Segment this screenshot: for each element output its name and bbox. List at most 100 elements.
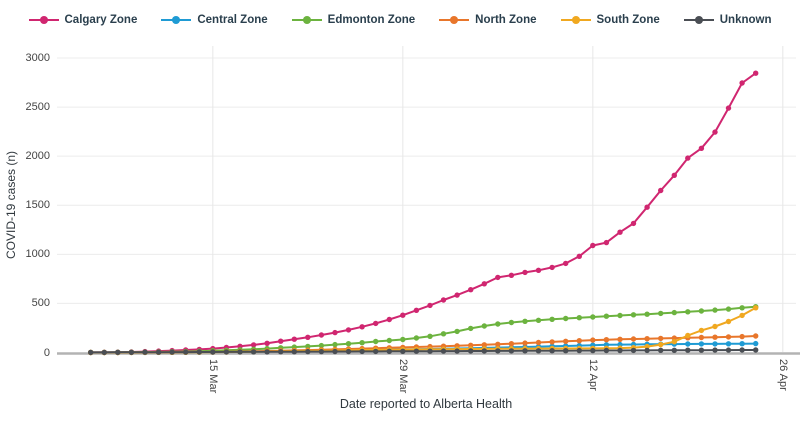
data-point-marker[interactable] — [712, 129, 718, 135]
data-point-marker[interactable] — [481, 348, 487, 354]
data-point-marker[interactable] — [712, 334, 718, 340]
data-point-marker[interactable] — [440, 331, 447, 337]
data-point-marker[interactable] — [345, 327, 352, 333]
data-point-marker[interactable] — [725, 105, 732, 111]
data-point-marker[interactable] — [142, 349, 148, 355]
data-point-marker[interactable] — [440, 348, 447, 354]
data-point-marker[interactable] — [549, 264, 555, 271]
data-point-marker[interactable] — [671, 339, 677, 345]
data-point-marker[interactable] — [373, 338, 379, 345]
data-point-marker[interactable] — [712, 323, 718, 330]
data-point-marker[interactable] — [725, 341, 732, 347]
data-point-marker[interactable] — [671, 309, 677, 316]
legend-item-north-zone[interactable]: North Zone — [439, 14, 537, 26]
data-point-marker[interactable] — [603, 347, 610, 354]
data-point-marker[interactable] — [400, 336, 406, 343]
data-point-marker[interactable] — [264, 349, 270, 355]
data-point-marker[interactable] — [685, 347, 691, 353]
data-point-marker[interactable] — [617, 336, 623, 342]
data-point-marker[interactable] — [400, 348, 406, 354]
data-point-marker[interactable] — [468, 348, 474, 354]
data-point-marker[interactable] — [712, 341, 718, 347]
data-point-marker[interactable] — [644, 343, 650, 350]
data-point-marker[interactable] — [427, 333, 433, 339]
data-point-marker[interactable] — [373, 348, 379, 355]
data-point-marker[interactable] — [468, 325, 474, 332]
data-point-marker[interactable] — [318, 332, 325, 338]
data-point-marker[interactable] — [563, 348, 569, 354]
data-point-marker[interactable] — [223, 349, 230, 355]
data-point-marker[interactable] — [278, 338, 284, 344]
data-point-marker[interactable] — [508, 341, 515, 347]
data-point-marker[interactable] — [563, 260, 569, 267]
data-point-marker[interactable] — [495, 274, 501, 281]
data-point-marker[interactable] — [576, 338, 582, 344]
legend-item-central-zone[interactable]: Central Zone — [161, 14, 268, 26]
data-point-marker[interactable] — [535, 267, 542, 273]
data-point-marker[interactable] — [264, 340, 270, 346]
data-point-marker[interactable] — [386, 316, 392, 323]
data-point-marker[interactable] — [522, 318, 528, 324]
data-point-marker[interactable] — [535, 348, 542, 354]
data-point-marker[interactable] — [508, 319, 515, 326]
data-point-marker[interactable] — [739, 341, 745, 347]
data-point-marker[interactable] — [332, 341, 338, 348]
legend-item-calgary-zone[interactable]: Calgary Zone — [28, 14, 137, 26]
data-point-marker[interactable] — [535, 339, 542, 346]
data-point-marker[interactable] — [644, 204, 650, 210]
data-point-marker[interactable] — [712, 347, 718, 353]
data-point-marker[interactable] — [549, 339, 555, 345]
data-point-marker[interactable] — [481, 281, 487, 287]
data-point-marker[interactable] — [522, 340, 528, 346]
data-point-marker[interactable] — [522, 348, 528, 354]
data-point-marker[interactable] — [685, 155, 691, 161]
data-point-marker[interactable] — [427, 348, 433, 354]
data-point-marker[interactable] — [481, 342, 487, 348]
data-point-marker[interactable] — [725, 306, 732, 312]
data-point-marker[interactable] — [753, 305, 759, 311]
data-point-marker[interactable] — [468, 342, 474, 348]
data-point-marker[interactable] — [318, 348, 325, 355]
data-point-marker[interactable] — [739, 80, 745, 86]
data-point-marker[interactable] — [603, 337, 610, 343]
data-point-marker[interactable] — [468, 287, 474, 293]
data-point-marker[interactable] — [617, 347, 623, 354]
data-point-marker[interactable] — [250, 342, 257, 348]
data-point-marker[interactable] — [698, 327, 705, 334]
data-point-marker[interactable] — [617, 229, 623, 235]
data-point-marker[interactable] — [291, 349, 297, 355]
data-point-marker[interactable] — [725, 334, 732, 340]
data-point-marker[interactable] — [725, 347, 732, 353]
data-point-marker[interactable] — [603, 313, 610, 319]
data-point-marker[interactable] — [359, 348, 365, 355]
data-point-marker[interactable] — [644, 347, 650, 354]
data-point-marker[interactable] — [359, 324, 365, 330]
series-calgary-zone[interactable] — [88, 70, 759, 356]
data-point-marker[interactable] — [305, 334, 311, 340]
data-point-marker[interactable] — [386, 348, 392, 354]
data-point-marker[interactable] — [359, 340, 365, 346]
data-point-marker[interactable] — [413, 335, 420, 341]
data-point-marker[interactable] — [671, 172, 677, 178]
data-point-marker[interactable] — [739, 347, 745, 353]
data-point-marker[interactable] — [169, 349, 175, 355]
data-point-marker[interactable] — [576, 253, 582, 259]
data-point-marker[interactable] — [658, 310, 664, 317]
data-point-marker[interactable] — [644, 311, 650, 317]
data-point-marker[interactable] — [210, 349, 216, 355]
data-point-marker[interactable] — [739, 333, 745, 340]
data-point-marker[interactable] — [630, 347, 637, 354]
data-point-marker[interactable] — [440, 297, 447, 303]
data-point-marker[interactable] — [658, 341, 664, 348]
data-point-marker[interactable] — [698, 347, 705, 353]
data-point-marker[interactable] — [603, 239, 610, 246]
data-point-marker[interactable] — [345, 341, 352, 347]
data-point-marker[interactable] — [237, 349, 243, 355]
data-point-marker[interactable] — [698, 334, 705, 341]
data-point-marker[interactable] — [427, 302, 433, 309]
data-point-marker[interactable] — [725, 318, 732, 325]
data-point-marker[interactable] — [549, 348, 555, 354]
series-unknown[interactable] — [88, 347, 759, 356]
data-point-marker[interactable] — [196, 349, 202, 355]
data-point-marker[interactable] — [101, 349, 108, 356]
